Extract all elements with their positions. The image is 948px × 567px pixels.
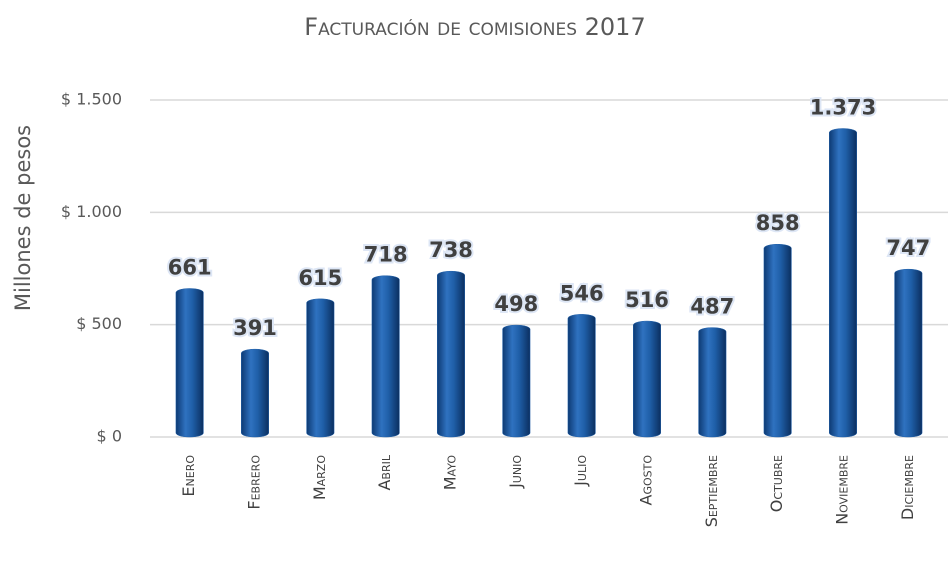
- bar: [829, 128, 857, 438]
- x-tick-label: Octubre: [767, 455, 786, 512]
- data-label: 615: [298, 266, 342, 290]
- data-label: 747: [886, 236, 930, 260]
- data-label: 718: [364, 243, 408, 267]
- x-tick-label: Abril: [375, 454, 394, 490]
- bar: [698, 327, 727, 438]
- x-tick-label: Enero: [179, 455, 198, 497]
- x-tick-label: Noviembre: [833, 455, 852, 525]
- bar: [502, 324, 531, 438]
- x-tick-label: Marzo: [310, 455, 329, 501]
- x-tick-label: Diciembre: [898, 455, 917, 520]
- data-label: 498: [494, 292, 538, 316]
- data-label: 661: [168, 255, 212, 279]
- bar: [567, 314, 596, 438]
- bar: [306, 298, 335, 438]
- data-label: 391: [233, 316, 277, 340]
- y-tick-label: $ 1.500: [61, 90, 122, 109]
- x-tick-label: Septiembre: [702, 455, 721, 527]
- bar: [241, 348, 269, 438]
- data-label: 858: [756, 211, 800, 235]
- y-tick-label: $ 0: [97, 427, 122, 446]
- x-tick-label: Junio: [506, 455, 525, 489]
- y-tick-label: $ 1.000: [61, 202, 122, 221]
- chart-title: Facturación de comisiones 2017: [304, 13, 645, 41]
- bar: [175, 288, 204, 438]
- bar: [894, 268, 923, 438]
- data-label: 546: [560, 281, 604, 305]
- y-tick-label: $ 500: [76, 314, 122, 333]
- bar: [437, 270, 465, 438]
- bar: [763, 243, 792, 438]
- data-label: 738: [429, 238, 473, 262]
- x-tick-label: Julio: [571, 455, 590, 487]
- data-label: 516: [625, 288, 669, 312]
- x-tick-label: Agosto: [637, 455, 656, 506]
- x-tick-label: Febrero: [245, 455, 264, 510]
- x-tick-label: Mayo: [441, 455, 460, 491]
- bar: [371, 275, 400, 438]
- y-axis-label: Millones de pesos: [11, 125, 35, 311]
- data-label: 1.373: [810, 96, 876, 120]
- bar: [633, 320, 661, 438]
- data-label: 487: [690, 295, 734, 319]
